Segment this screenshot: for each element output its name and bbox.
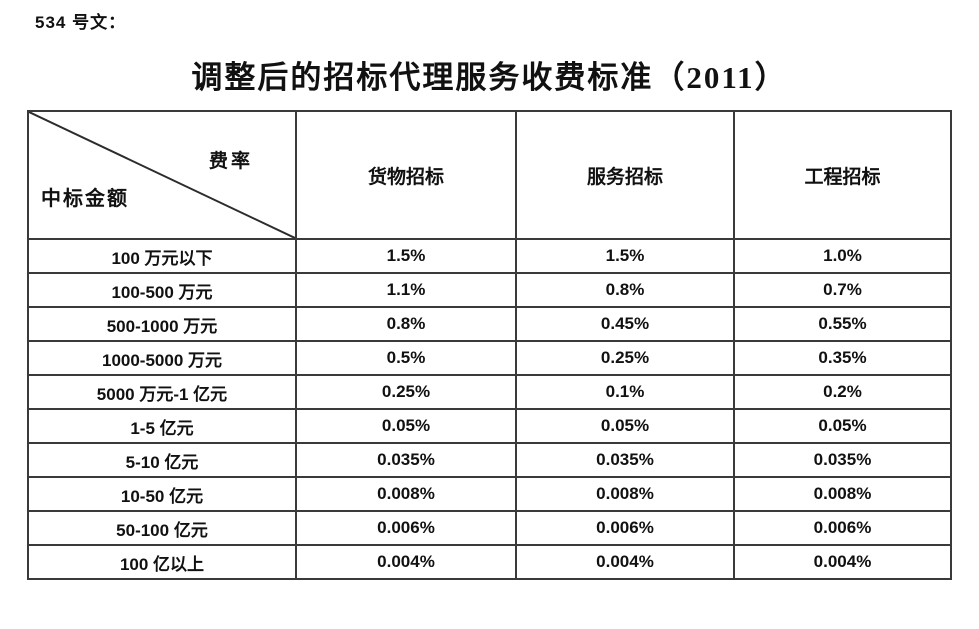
service-rate: 0.45% — [515, 306, 735, 342]
goods-rate: 1.1% — [295, 272, 517, 308]
goods-rate: 0.25% — [295, 374, 517, 410]
table-row: 5000 万元-1 亿元 0.25% 0.1% 0.2% — [27, 374, 952, 410]
diagonal-corner-cell: 费率 中标金额 — [27, 110, 297, 240]
service-rate: 0.035% — [515, 442, 735, 478]
goods-rate: 0.5% — [295, 340, 517, 376]
goods-rate: 1.5% — [295, 238, 517, 274]
service-rate: 0.006% — [515, 510, 735, 546]
amount-range: 100 万元以下 — [27, 238, 297, 274]
doc-number-label: 534 号文： — [35, 13, 127, 32]
engineering-rate: 0.05% — [733, 408, 952, 444]
engineering-rate: 1.0% — [733, 238, 952, 274]
amount-range: 100-500 万元 — [27, 272, 297, 308]
table-row: 500-1000 万元 0.8% 0.45% 0.55% — [27, 306, 952, 342]
engineering-rate: 0.55% — [733, 306, 952, 342]
table-row: 10-50 亿元 0.008% 0.008% 0.008% — [27, 476, 952, 512]
service-rate: 0.05% — [515, 408, 735, 444]
service-rate: 0.004% — [515, 544, 735, 580]
goods-rate: 0.008% — [295, 476, 517, 512]
corner-fee-rate-label: 费率 — [208, 151, 253, 172]
amount-range: 50-100 亿元 — [27, 510, 297, 546]
column-header-engineering-bidding: 工程招标 — [733, 110, 952, 240]
diagonal-divider-line — [29, 112, 295, 238]
goods-rate: 0.035% — [295, 442, 517, 478]
engineering-rate: 0.035% — [733, 442, 952, 478]
table-row: 50-100 亿元 0.006% 0.006% 0.006% — [27, 510, 952, 546]
service-rate: 0.1% — [515, 374, 735, 410]
goods-rate: 0.8% — [295, 306, 517, 342]
goods-rate: 0.05% — [295, 408, 517, 444]
table-row: 1000-5000 万元 0.5% 0.25% 0.35% — [27, 340, 952, 376]
engineering-rate: 0.004% — [733, 544, 952, 580]
column-header-service-bidding: 服务招标 — [515, 110, 735, 240]
engineering-rate: 0.2% — [733, 374, 952, 410]
amount-range: 100 亿以上 — [27, 544, 297, 580]
amount-range: 1000-5000 万元 — [27, 340, 297, 376]
service-rate: 1.5% — [515, 238, 735, 274]
engineering-rate: 0.006% — [733, 510, 952, 546]
table-row: 5-10 亿元 0.035% 0.035% 0.035% — [27, 442, 952, 478]
table-row: 100 万元以下 1.5% 1.5% 1.0% — [27, 238, 952, 274]
amount-range: 5-10 亿元 — [27, 442, 297, 478]
engineering-rate: 0.35% — [733, 340, 952, 376]
table-row: 1-5 亿元 0.05% 0.05% 0.05% — [27, 408, 952, 444]
engineering-rate: 0.7% — [733, 272, 952, 308]
column-header-goods-bidding: 货物招标 — [295, 110, 517, 240]
table-header-row: 费率 中标金额 货物招标 服务招标 工程招标 — [27, 110, 952, 240]
engineering-rate: 0.008% — [733, 476, 952, 512]
service-rate: 0.25% — [515, 340, 735, 376]
service-rate: 0.008% — [515, 476, 735, 512]
amount-range: 500-1000 万元 — [27, 306, 297, 342]
goods-rate: 0.006% — [295, 510, 517, 546]
table-row: 100 亿以上 0.004% 0.004% 0.004% — [27, 544, 952, 580]
fee-rate-table: 费率 中标金额 货物招标 服务招标 工程招标 100 万元以下 1.5% 1.5… — [27, 110, 952, 580]
amount-range: 10-50 亿元 — [27, 476, 297, 512]
amount-range: 1-5 亿元 — [27, 408, 297, 444]
table-row: 100-500 万元 1.1% 0.8% 0.7% — [27, 272, 952, 308]
corner-bid-amount-label: 中标金额 — [41, 188, 129, 210]
page-title: 调整后的招标代理服务收费标准（2011） — [191, 60, 788, 95]
goods-rate: 0.004% — [295, 544, 517, 580]
service-rate: 0.8% — [515, 272, 735, 308]
amount-range: 5000 万元-1 亿元 — [27, 374, 297, 410]
